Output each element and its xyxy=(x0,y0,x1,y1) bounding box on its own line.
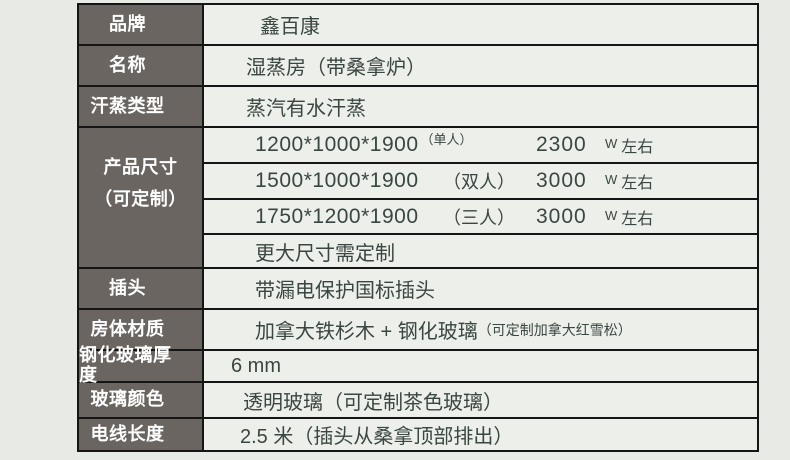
watt-suffix: 左右 xyxy=(621,139,654,157)
watt-symbol: W xyxy=(605,207,618,223)
size-dimensions: 1750*1200*1900 xyxy=(255,204,419,228)
row-glass-thickness-label: 钢化玻璃厚度 xyxy=(79,345,204,385)
row-glass-thickness-value: 6 mm xyxy=(231,354,281,377)
row-sweat-type: 汗蒸类型 蒸汽有水汗蒸 xyxy=(79,85,757,126)
size-person-type: （三人） xyxy=(443,207,515,228)
row-product-size-label: 产品尺寸 （可定制） xyxy=(79,128,204,267)
row-body-material-value: 加拿大铁杉木 + 钢化玻璃 （可定制加拿大红雪松） xyxy=(204,310,757,349)
body-material-main: 加拿大铁杉木 + 钢化玻璃 xyxy=(255,321,478,343)
row-name: 名称 湿蒸房（带桑拿炉） xyxy=(79,44,757,85)
row-plug-value: 带漏电保护国标插头 xyxy=(255,280,435,302)
row-sweat-type-value: 蒸汽有水汗蒸 xyxy=(246,98,366,120)
row-body-material: 房体材质 加拿大铁杉木 + 钢化玻璃 （可定制加拿大红雪松） xyxy=(79,308,757,349)
row-brand-label: 品牌 xyxy=(79,5,204,44)
size-power-unit: W 左右 xyxy=(605,169,653,193)
size-person-type: （双人） xyxy=(443,172,515,193)
row-plug: 插头 带漏电保护国标插头 xyxy=(79,267,757,308)
size-power-value: 3000 xyxy=(536,169,587,193)
row-glass-color: 玻璃颜色 透明玻璃（可定制茶色玻璃） xyxy=(79,381,757,417)
row-sweat-type-label: 汗蒸类型 xyxy=(79,87,204,126)
row-name-label: 名称 xyxy=(79,46,204,85)
row-name-value: 湿蒸房（带桑拿炉） xyxy=(246,57,426,79)
size-option-custom-note: 更大尺寸需定制 xyxy=(204,233,757,267)
size-option-double: 1500*1000*1900 （双人） 3000 W 左右 xyxy=(204,162,757,198)
product-size-label-line2: （可定制） xyxy=(94,188,187,209)
watt-symbol: W xyxy=(605,172,618,188)
row-glass-thickness: 钢化玻璃厚度 6 mm xyxy=(79,345,757,385)
size-option-triple: 1750*1200*1900 （三人） 3000 W 左右 xyxy=(204,197,757,234)
size-person-type: （单人） xyxy=(420,131,473,147)
row-wire-length-label: 电线长度 xyxy=(79,419,204,450)
row-wire-length: 电线长度 2.5 米（插头从桑拿顶部排出） xyxy=(79,417,757,450)
size-power-value: 2300 xyxy=(536,133,587,157)
row-brand-value: 鑫百康 xyxy=(260,16,320,38)
watt-suffix: 左右 xyxy=(621,210,654,228)
product-size-options: 1200*1000*1900 （单人） 2300 W 左右 1500*1000*1… xyxy=(204,128,757,267)
product-spec-table: 品牌 鑫百康 名称 湿蒸房（带桑拿炉） 汗蒸类型 蒸汽有水汗蒸 产品尺寸 （可定… xyxy=(77,3,759,452)
size-custom-note: 更大尺寸需定制 xyxy=(255,242,395,265)
size-dimensions: 1500*1000*1900 xyxy=(255,169,419,193)
row-plug-label: 插头 xyxy=(79,269,204,308)
size-dimensions: 1200*1000*1900 xyxy=(255,133,419,157)
watt-symbol: W xyxy=(605,136,618,152)
row-glass-color-label: 玻璃颜色 xyxy=(79,383,204,417)
body-material-custom-note: （可定制加拿大红雪松） xyxy=(477,321,632,338)
row-wire-length-value: 2.5 米（插头从桑拿顶部排出） xyxy=(240,426,514,448)
size-power-value: 3000 xyxy=(536,204,587,228)
product-size-label-line1: 产品尺寸 xyxy=(103,157,178,177)
size-power-unit: W 左右 xyxy=(605,133,653,157)
row-glass-color-value: 透明玻璃（可定制茶色玻璃） xyxy=(243,391,503,414)
watt-suffix: 左右 xyxy=(621,175,654,193)
size-power-unit: W 左右 xyxy=(605,205,653,229)
row-brand: 品牌 鑫百康 xyxy=(79,5,757,44)
size-option-single: 1200*1000*1900 （单人） 2300 W 左右 xyxy=(204,128,757,162)
row-body-material-label: 房体材质 xyxy=(79,310,204,349)
row-product-size: 产品尺寸 （可定制） 1200*1000*1900 （单人） 2300 W 左右 … xyxy=(79,126,757,267)
